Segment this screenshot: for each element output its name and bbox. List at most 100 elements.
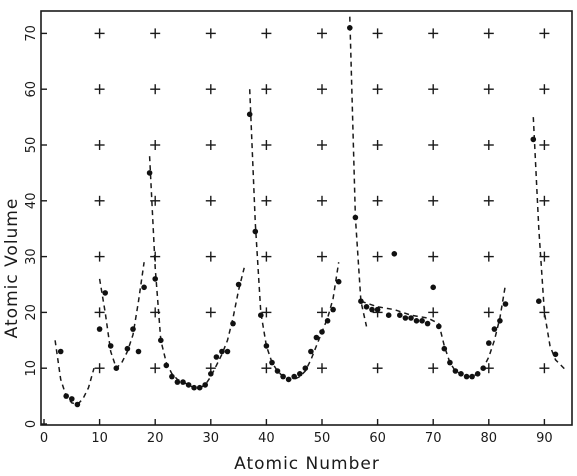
dashed-trend-lines xyxy=(54,16,568,406)
plot-frame xyxy=(40,10,573,426)
grid-plus xyxy=(150,84,161,95)
y-tick-label: 60 xyxy=(24,81,39,98)
data-point xyxy=(263,343,270,349)
data-point xyxy=(319,329,325,335)
grid-plus xyxy=(261,84,272,95)
data-point xyxy=(502,301,509,307)
data-point xyxy=(230,320,236,327)
grid-plus xyxy=(483,307,494,318)
data-point xyxy=(347,25,353,31)
grid-plus xyxy=(539,84,550,95)
dashed-trend-segment xyxy=(360,284,507,378)
data-point xyxy=(302,365,309,372)
data-point xyxy=(369,306,375,313)
x-tick-label: 70 xyxy=(425,431,442,446)
dashed-trend-segment xyxy=(148,156,245,389)
x-tick-label: 40 xyxy=(258,431,275,446)
data-point xyxy=(63,393,69,399)
data-point xyxy=(74,401,81,408)
grid-plus xyxy=(483,84,494,95)
data-point xyxy=(169,373,175,380)
data-point xyxy=(436,323,442,330)
grid-plus xyxy=(539,28,550,39)
y-tick-label: 70 xyxy=(24,25,39,42)
data-point xyxy=(224,348,231,355)
grid-plus xyxy=(205,195,216,206)
grid-plus xyxy=(261,140,272,150)
x-tick-label: 90 xyxy=(536,431,553,446)
grid-plus xyxy=(94,307,105,318)
grid-plus xyxy=(150,28,161,39)
data-point xyxy=(130,326,136,332)
grid-plus xyxy=(483,140,494,150)
y-tick-label: 10 xyxy=(24,360,39,377)
grid-plus xyxy=(94,84,105,95)
data-point xyxy=(352,214,359,221)
grid-plus xyxy=(261,28,272,39)
data-point xyxy=(274,368,281,374)
data-point xyxy=(374,306,381,313)
grid-plus xyxy=(150,195,161,206)
grid-plus xyxy=(317,363,327,374)
data-point xyxy=(441,345,448,352)
grid-plus xyxy=(539,140,550,150)
grid-plus xyxy=(539,195,550,206)
data-point xyxy=(107,343,114,349)
dashed-trend-segment xyxy=(349,16,368,327)
data-point xyxy=(363,304,370,310)
grid-plus xyxy=(539,363,550,374)
x-tick-label: 10 xyxy=(91,431,108,446)
grid-plus xyxy=(428,84,439,95)
grid-plus xyxy=(372,140,383,150)
data-point xyxy=(397,312,403,319)
data-point xyxy=(213,354,220,360)
data-point xyxy=(246,111,253,118)
grid-plus xyxy=(317,28,327,39)
grid-plus xyxy=(372,195,383,206)
data-point xyxy=(158,337,164,344)
x-tick-label: 0 xyxy=(40,431,48,446)
data-point xyxy=(102,290,108,296)
grid-plus xyxy=(94,28,105,39)
grid-plus xyxy=(317,307,327,318)
data-point xyxy=(202,382,208,388)
data-point xyxy=(252,228,259,235)
x-axis-label: Atomic Number xyxy=(234,454,380,474)
grid-plus xyxy=(372,84,383,95)
data-point xyxy=(385,312,392,319)
data-point xyxy=(335,278,342,285)
grid-plus xyxy=(94,363,105,374)
data-point xyxy=(291,373,298,380)
grid-plus xyxy=(150,363,161,374)
data-point xyxy=(191,384,197,391)
grid-plus xyxy=(261,307,272,318)
data-point xyxy=(491,326,498,332)
x-tick-label: 50 xyxy=(314,431,331,446)
data-point xyxy=(413,318,420,324)
data-point xyxy=(447,359,453,366)
y-tick-label: 30 xyxy=(24,248,39,265)
data-point xyxy=(458,371,464,377)
y-tick-label: 50 xyxy=(24,137,39,154)
data-point xyxy=(402,315,409,321)
data-point xyxy=(497,318,503,324)
data-point xyxy=(552,351,559,358)
grid-plus xyxy=(483,195,494,206)
data-point xyxy=(163,362,170,369)
data-point xyxy=(480,365,487,372)
data-point xyxy=(235,281,242,288)
data-point xyxy=(135,348,142,355)
grid-plus xyxy=(428,28,439,39)
data-point xyxy=(452,368,459,374)
data-point xyxy=(324,318,331,324)
data-point xyxy=(419,318,425,324)
data-point xyxy=(285,376,292,383)
data-point xyxy=(474,371,481,377)
dashed-trend-segment xyxy=(98,262,145,370)
data-point xyxy=(141,284,147,291)
data-point xyxy=(408,315,414,321)
x-tick-label: 30 xyxy=(203,431,220,446)
data-point xyxy=(280,373,286,380)
data-point xyxy=(113,365,120,372)
grid-plus xyxy=(261,251,272,262)
